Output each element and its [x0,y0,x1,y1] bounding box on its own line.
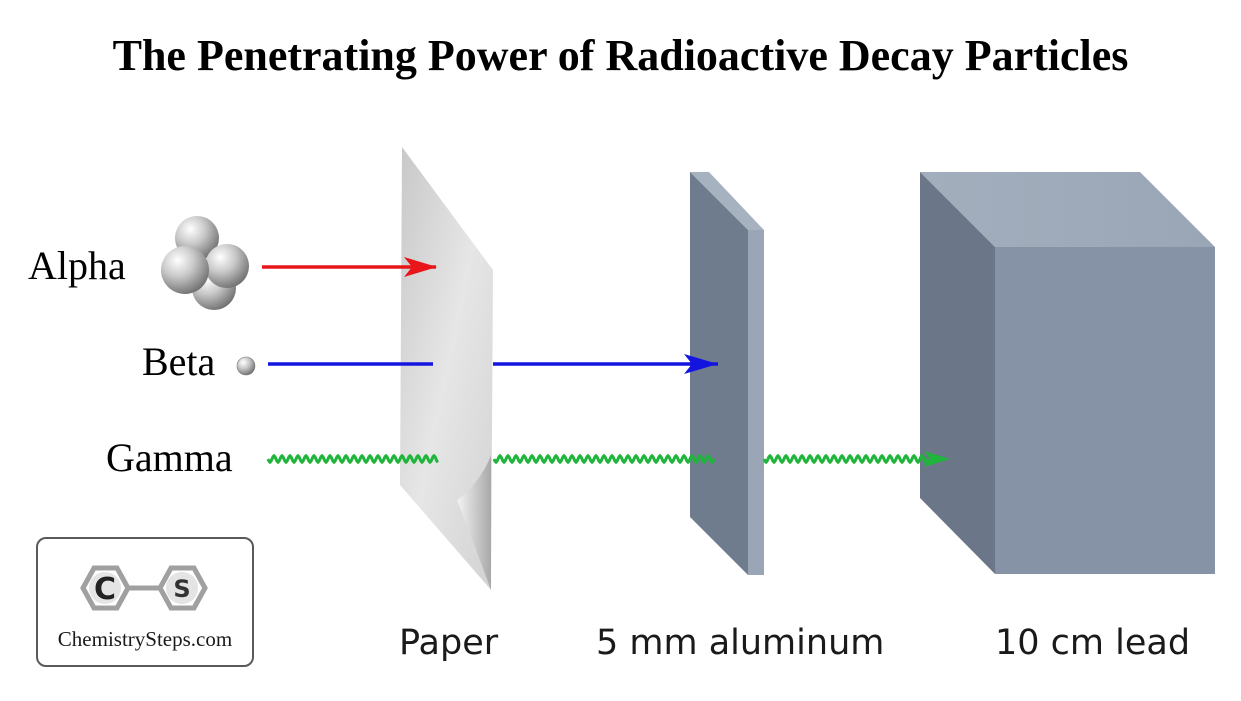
gamma-arrowhead [924,451,950,467]
beta-arrowhead [684,354,718,374]
logo-letter-c: C [94,572,116,607]
hexagon-logo-icon: C S [80,565,208,611]
page-title: The Penetrating Power of Radioactive Dec… [112,31,1129,80]
alpha-arrowhead [404,257,437,277]
logo-letter-s: S [173,575,190,603]
lead-label: 10 cm lead [995,623,1191,663]
beta-label: Beta [142,339,216,384]
alpha-label: Alpha [28,243,126,288]
logo-text: ChemistrySteps.com [57,627,233,651]
gamma-wave-1 [266,453,440,465]
helium-nucleus-cluster-icon [161,216,249,310]
paper-sheet [400,147,493,590]
electron-sphere-icon [236,356,256,376]
paper-label: Paper [399,623,499,663]
gamma-wave-2 [492,453,716,465]
gamma-label: Gamma [106,435,233,480]
lead-block [920,172,1215,574]
gamma-wave-3 [762,453,930,465]
aluminum-label: 5 mm aluminum [596,623,885,663]
chemistrysteps-logo: C S ChemistrySteps.com [36,537,254,667]
aluminum-sheet [690,172,764,575]
